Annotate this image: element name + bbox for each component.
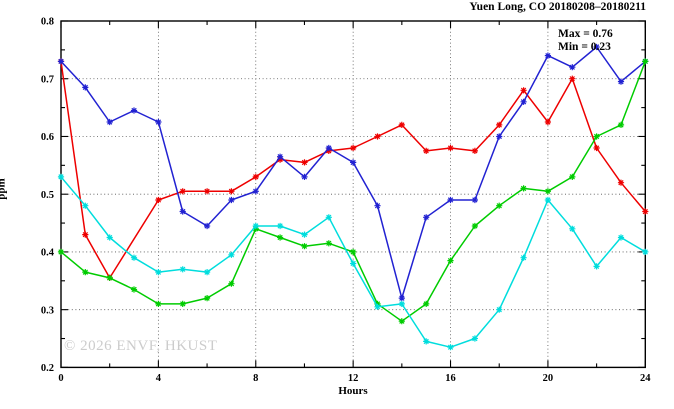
svg-text:24: 24 bbox=[640, 373, 651, 384]
minmax-annotation: Max = 0.76 Min = 0.23 bbox=[558, 28, 613, 53]
series-red-markers bbox=[57, 58, 649, 281]
svg-text:12: 12 bbox=[348, 373, 359, 384]
chart-title: Yuen Long, CO 20180208–20180211 bbox=[469, 1, 646, 13]
svg-text:20: 20 bbox=[543, 373, 554, 384]
svg-text:0.5: 0.5 bbox=[41, 190, 54, 201]
svg-text:0.8: 0.8 bbox=[41, 17, 54, 28]
x-tick-labels: 0 4 8 12 16 20 24 bbox=[58, 373, 651, 384]
svg-text:0.2: 0.2 bbox=[41, 363, 54, 374]
svg-text:0: 0 bbox=[58, 373, 63, 384]
watermark: © 2026 ENVF, HKUST bbox=[64, 338, 218, 354]
svg-text:0.7: 0.7 bbox=[41, 74, 54, 85]
svg-text:0.6: 0.6 bbox=[41, 132, 54, 143]
svg-text:0.4: 0.4 bbox=[41, 248, 55, 259]
svg-text:16: 16 bbox=[445, 373, 456, 384]
series-cyan-markers bbox=[57, 173, 649, 351]
series-red-line bbox=[60, 61, 646, 279]
gridlines bbox=[61, 21, 646, 368]
x-axis-label: Hours bbox=[338, 385, 368, 397]
series-blue-markers bbox=[57, 43, 649, 302]
svg-text:0.3: 0.3 bbox=[41, 305, 54, 316]
y-tick-labels: 0.2 0.3 0.4 0.5 0.6 0.7 0.8 bbox=[41, 17, 55, 374]
svg-text:8: 8 bbox=[253, 373, 258, 384]
y-axis-label: ppm bbox=[0, 178, 8, 200]
max-annotation: Max = 0.76 bbox=[558, 28, 613, 40]
axis-ticks bbox=[60, 20, 646, 368]
svg-text:4: 4 bbox=[156, 373, 162, 384]
min-annotation: Min = 0.23 bbox=[558, 40, 611, 53]
